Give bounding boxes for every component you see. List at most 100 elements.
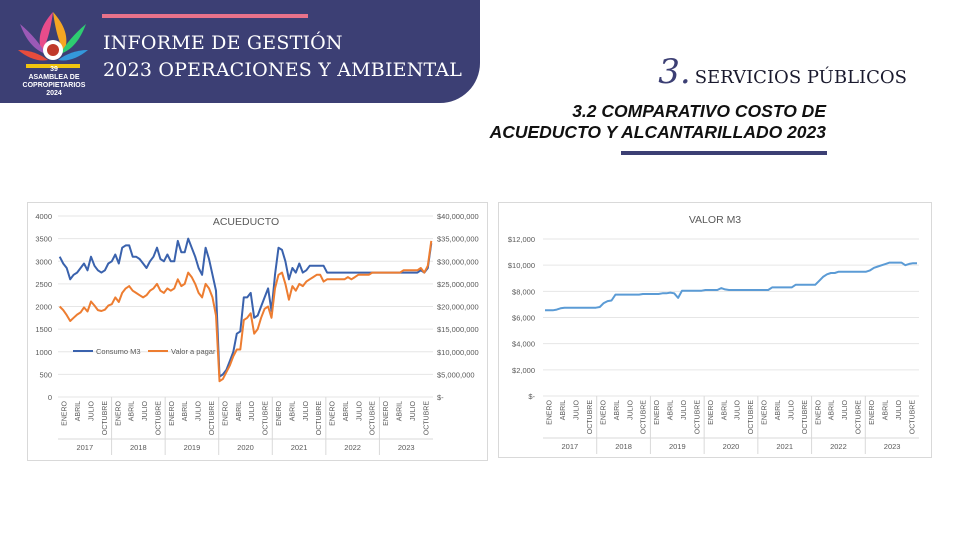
acueducto-year-label: 2021 [291, 443, 308, 452]
valor-m3-year-label: 2020 [723, 442, 740, 451]
valor-m3-year-label: 2023 [884, 442, 901, 451]
acueducto-x-tick-label: OCTUBRE [209, 401, 216, 436]
acueducto-x-tick-label: OCTUBRE [423, 401, 430, 436]
valor-m3-x-tick-label: JULIO [574, 399, 581, 419]
valor-m3-line [545, 261, 917, 312]
valor-m3-x-tick-label: ABRIL [775, 400, 782, 420]
acueducto-y2-tick-label: $30,000,000 [437, 257, 479, 266]
valor-m3-x-tick-label: JULIO [896, 399, 903, 419]
valor-m3-year-label: 2017 [562, 442, 579, 451]
assembly-logo [18, 12, 88, 68]
valor-m3-y-tick-label: $6,000 [512, 314, 535, 323]
valor-m3-x-tick-label: OCTUBRE [856, 400, 863, 435]
acueducto-year-label: 2017 [76, 443, 93, 452]
valor-m3-x-tick-label: OCTUBRE [587, 400, 594, 435]
acueducto-x-tick-label: JULIO [249, 400, 256, 420]
valor-m3-x-tick-label: ENERO [708, 399, 715, 424]
report-title-line1: INFORME DE GESTIÓN [103, 32, 343, 54]
acueducto-chart-panel: 4000 3500 3000 2500 2000 1500 1000 500 0 $40,000,… [27, 202, 488, 461]
valor-m3-y-tick-label: $- [528, 392, 535, 401]
acueducto-x-tick-label: ABRIL [236, 401, 243, 421]
valor-m3-year-label: 2018 [615, 442, 632, 451]
valor-m3-y-tick-label: $12,000 [508, 235, 535, 244]
valor-m3-x-tick-label: OCTUBRE [909, 400, 916, 435]
valor-m3-x-tick-label: ENERO [654, 399, 661, 424]
valor-m3-x-tick-label: ENERO [815, 399, 822, 424]
acueducto-x-tick-label: JULIO [88, 400, 95, 420]
valor-m3-y-tick-label: $2,000 [512, 366, 535, 375]
acueducto-x-tick-label: ENERO [62, 400, 69, 425]
acueducto-y2-tick-label: $- [437, 393, 444, 402]
acueducto-x-tick-label: JULIO [356, 400, 363, 420]
valor-m3-x-tick-label: ENERO [869, 399, 876, 424]
subtitle-underline [621, 151, 827, 155]
valor-m3-chart-panel: $12,000 $10,000 $8,000 $6,000 $4,000 $2,000 $-… [498, 202, 932, 458]
acueducto-x-tick-label: JULIO [410, 400, 417, 420]
valor-m3-x-tick-label: ABRIL [829, 400, 836, 420]
legend-consumo-label: Consumo M3 [96, 347, 141, 356]
acueducto-y2-tick-label: $25,000,000 [437, 280, 479, 289]
section-label: SERVICIOS PÚBLICOS [694, 67, 907, 88]
valor-m3-year-label: 2019 [669, 442, 686, 451]
acueducto-y-tick-label: 1500 [35, 325, 52, 334]
valor-m3-x-tick-label: ABRIL [882, 400, 889, 420]
acueducto-x-tick-label: ABRIL [289, 401, 296, 421]
valor-m3-x-tick-label: ABRIL [614, 400, 621, 420]
acueducto-x-tick-label: OCTUBRE [370, 401, 377, 436]
acueducto-y-tick-label: 3000 [35, 257, 52, 266]
valor-m3-year-label: 2022 [830, 442, 847, 451]
acueducto-x-tick-label: JULIO [303, 400, 310, 420]
accent-line [102, 14, 308, 18]
acueducto-x-tick-label: ENERO [222, 400, 229, 425]
acueducto-year-label: 2022 [344, 443, 361, 452]
acueducto-y-tick-label: 4000 [35, 212, 52, 221]
legend-valor-label: Valor a pagar [171, 347, 216, 356]
section-heading: 3. SERVICIOS PÚBLICOS [658, 52, 907, 92]
valor-m3-x-tick-label: JULIO [735, 399, 742, 419]
acueducto-year-label: 2019 [184, 443, 201, 452]
acueducto-x-tick-label: OCTUBRE [102, 401, 109, 436]
acueducto-y-tick-label: 3500 [35, 235, 52, 244]
subtitle-line2: ACUEDUCTO Y ALCANTARILLADO 2023 [489, 122, 826, 142]
logo-caption: 39 ASAMBLEA DE COPROPIETARIOS 2024 [22, 66, 86, 97]
acueducto-x-tick-label: ABRIL [75, 401, 82, 421]
acueducto-x-tick-label: ENERO [115, 400, 122, 425]
acueducto-y2-tick-label: $5,000,000 [437, 370, 475, 379]
valor-m3-x-tick-label: OCTUBRE [748, 400, 755, 435]
valor-m3-year-label: 2021 [776, 442, 793, 451]
acueducto-y-tick-label: 1000 [35, 348, 52, 357]
acueducto-x-tick-label: JULIO [196, 400, 203, 420]
valor-m3-x-tick-label: ABRIL [560, 400, 567, 420]
acueducto-y2-tick-label: $35,000,000 [437, 235, 479, 244]
acueducto-y2-tick-label: $15,000,000 [437, 325, 479, 334]
acueducto-chart-title: ACUEDUCTO [213, 216, 279, 228]
acueducto-y2-tick-label: $20,000,000 [437, 303, 479, 312]
acueducto-x-tick-label: ENERO [276, 400, 283, 425]
valor-m3-x-tick-label: ENERO [600, 399, 607, 424]
valor-m3-x-tick-label: ABRIL [668, 400, 675, 420]
valor-m3-chart: $12,000 $10,000 $8,000 $6,000 $4,000 $2,000 $-… [508, 214, 919, 454]
valor-m3-x-tick-label: JULIO [788, 399, 795, 419]
acueducto-x-tick-label: ENERO [169, 400, 176, 425]
acueducto-y-tick-label: 2000 [35, 303, 52, 312]
acueducto-x-tick-label: OCTUBRE [316, 401, 323, 436]
acueducto-x-tick-label: ENERO [383, 400, 390, 425]
acueducto-x-tick-label: JULIO [142, 400, 149, 420]
valor-a-pagar-line [58, 240, 433, 383]
valor-m3-y-tick-label: $8,000 [512, 287, 535, 296]
acueducto-y-tick-label: 0 [48, 393, 52, 402]
acueducto-x-tick-label: OCTUBRE [155, 401, 162, 436]
valor-m3-chart-title: VALOR M3 [689, 214, 741, 226]
report-title: INFORME DE GESTIÓN 2023 OPERACIONES Y AM… [103, 30, 462, 84]
valor-m3-y-tick-label: $4,000 [512, 340, 535, 349]
section-subtitle: 3.2 COMPARATIVO COSTO DE ACUEDUCTO Y ALC… [490, 101, 826, 143]
valor-m3-x-tick-label: OCTUBRE [641, 400, 648, 435]
consumo-m3-line [58, 237, 433, 378]
acueducto-x-tick-label: ABRIL [129, 401, 136, 421]
acueducto-chart: 4000 3500 3000 2500 2000 1500 1000 500 0 $40,000,… [35, 212, 479, 455]
acueducto-year-label: 2020 [237, 443, 254, 452]
report-title-line2: 2023 OPERACIONES Y AMBIENTAL [103, 59, 463, 81]
valor-m3-x-tick-label: OCTUBRE [694, 400, 701, 435]
acueducto-y2-tick-label: $10,000,000 [437, 348, 479, 357]
valor-m3-x-tick-label: OCTUBRE [802, 400, 809, 435]
